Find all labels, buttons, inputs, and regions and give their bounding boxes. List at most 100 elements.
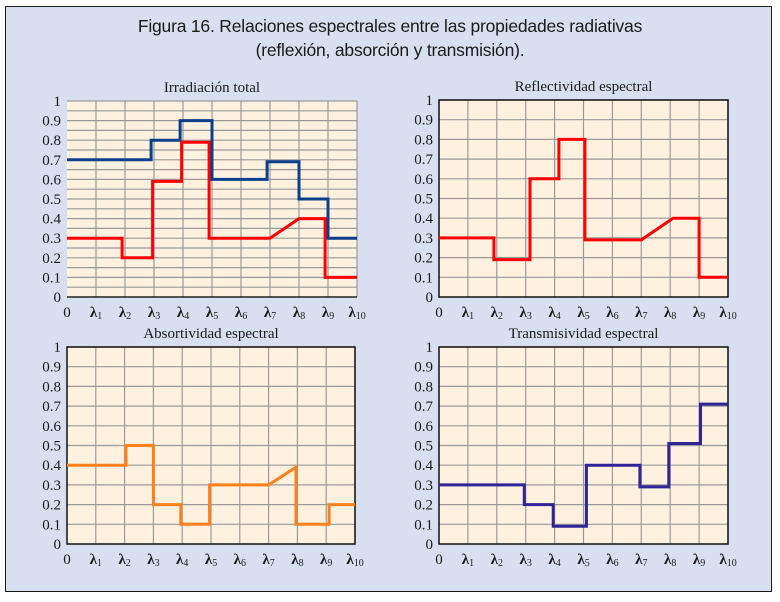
y-tick-label: 0.4 [42,212,61,228]
series-line-reflect [67,140,357,279]
y-tick-label: 1 [54,340,62,356]
x-tick-label: λ1 [90,305,102,322]
x-tick-label: λ7 [264,305,276,322]
x-tick-label: λ5 [577,552,589,569]
y-tick-label: 0.5 [414,192,433,208]
y-tick-label: 0.6 [414,172,433,188]
x-tick-label: λ7 [635,552,647,569]
y-tick-label: 0.9 [42,360,61,376]
y-tick-label: 0.6 [42,172,61,188]
x-tick-label: λ2 [118,552,130,569]
x-tick-label: λ1 [462,552,474,569]
x-tick-label: λ9 [320,552,332,569]
y-tick-label: 0.3 [414,231,433,247]
x-tick-label: λ8 [291,552,303,569]
x-tick-label: λ6 [235,305,247,322]
y-tick-label: 0.8 [42,133,61,149]
x-tick-label: λ3 [147,552,159,569]
series-line-transmit [439,402,728,528]
x-tick-label: λ7 [262,552,274,569]
x-tick-label: λ2 [491,552,503,569]
x-tick-label: 0 [63,305,71,321]
x-tick-label: λ6 [606,552,618,569]
x-tick-label: λ10 [719,305,736,322]
y-tick-label: 0.2 [414,498,433,514]
chart-title: Absortividad espectral [143,326,278,342]
y-tick-label: 0.3 [414,478,433,494]
x-tick-label: λ4 [176,552,188,569]
y-tick-label: 0 [54,537,62,553]
y-tick-label: 0.1 [42,517,61,533]
y-tick-label: 0.1 [42,270,61,286]
x-tick-label: 0 [435,552,443,568]
y-tick-label: 1 [54,94,62,110]
y-tick-label: 0 [426,537,434,553]
x-tick-label: λ3 [520,305,532,322]
x-tick-label: λ3 [520,552,532,569]
chart-reflectividad: Reflectividad espectral 0 0.1 0.2 0.3 0.4 0.5 0… [414,79,736,322]
figure-title-line2: (reflexión, absorción y transmisión). [255,40,525,60]
y-tick-label: 0 [426,290,434,306]
plot-border [438,99,729,298]
y-tick-label: 0.1 [414,270,433,286]
y-tick-label: 0.5 [414,439,433,455]
x-tick-label: λ5 [206,305,218,322]
y-tick-label: 1 [426,340,434,356]
y-tick-label: 0.7 [414,399,433,415]
y-tick-label: 0.2 [42,498,61,514]
y-tick-label: 0.8 [414,379,433,395]
x-tick-label: λ7 [635,305,647,322]
x-tick-label: λ10 [348,305,365,322]
x-tick-label: λ1 [90,552,102,569]
x-tick-label: λ8 [664,552,676,569]
x-tick-label: λ9 [693,305,705,322]
chart-absortividad: Absortividad espectral 0 0.1 0.2 0.3 0.4 0.5 0.… [42,326,363,569]
x-tick-label: λ5 [205,552,217,569]
y-tick-label: 0.9 [414,113,433,129]
y-tick-label: 0.2 [42,251,61,267]
series-line-reflect [439,137,728,279]
x-tick-label: λ6 [234,552,246,569]
y-tick-label: 0.4 [414,458,433,474]
figure-title: Figura 16. Relaciones espectrales entre … [0,14,780,62]
plot-border [438,346,729,545]
y-tick-label: 0 [54,290,62,306]
x-tick-label: 0 [63,552,71,568]
x-tick-label: λ10 [719,552,736,569]
x-tick-label: λ4 [177,305,189,322]
y-tick-label: 0.1 [414,517,433,533]
x-tick-label: λ5 [577,305,589,322]
y-tick-label: 0.3 [42,478,61,494]
y-tick-label: 0.6 [42,419,61,435]
x-tick-label: λ8 [664,305,676,322]
y-tick-label: 0.7 [42,153,61,169]
y-tick-label: 0.8 [414,132,433,148]
y-tick-label: 1 [426,93,434,109]
chart-transmisividad: Transmisividad espectral 0 0.1 0.2 0.3 0.4 0.5… [414,326,736,569]
figure-title-line1: Figura 16. Relaciones espectrales entre … [137,16,643,36]
x-tick-label: λ10 [346,552,363,569]
plot-border [66,346,356,545]
y-tick-label: 0.9 [414,360,433,376]
series-line-total [67,119,357,240]
y-tick-label: 0.7 [42,399,61,415]
x-tick-label: λ3 [148,305,160,322]
y-tick-label: 0.4 [414,211,433,227]
x-tick-label: λ6 [606,305,618,322]
x-tick-label: λ9 [693,552,705,569]
y-tick-label: 0.8 [42,379,61,395]
chart-title: Transmisividad espectral [509,326,659,342]
series-line-absorb [67,444,355,526]
y-tick-label: 0.4 [42,458,61,474]
chart-irradiacion-total: Irradiación total 0 0.1 0.2 0.3 0.4 0.5 0.6 0.7 0… [42,80,365,322]
x-tick-label: λ2 [119,305,131,322]
y-tick-label: 0.2 [414,251,433,267]
x-tick-label: λ8 [293,305,305,322]
x-tick-label: 0 [435,305,443,321]
y-tick-label: 0.5 [42,192,61,208]
x-tick-label: λ1 [462,305,474,322]
y-tick-label: 0.5 [42,439,61,455]
x-tick-label: λ9 [322,305,334,322]
y-tick-label: 0.7 [414,152,433,168]
